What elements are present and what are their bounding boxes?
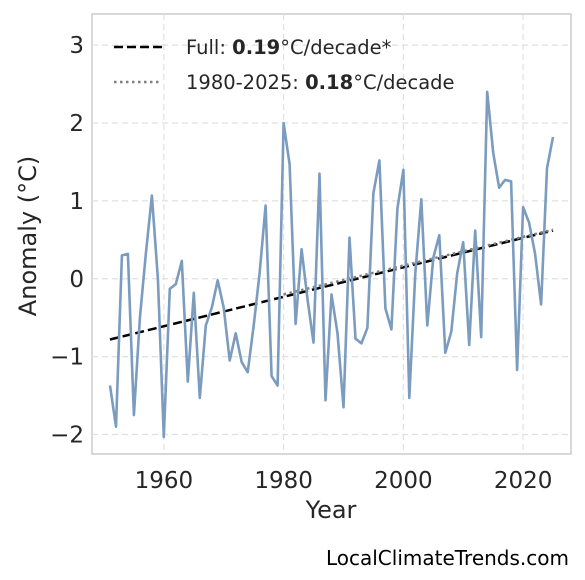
y-tick-label: 2 [69, 111, 84, 137]
y-tick-label: 1 [69, 189, 84, 215]
y-axis-label: Anomaly (°C) [14, 156, 42, 316]
x-axis-label: Year [305, 496, 357, 524]
legend-label-full: Full: 0.19°C/decade* [186, 36, 392, 59]
trend-line-recent [283, 228, 554, 296]
y-tick-label: 0 [69, 267, 84, 293]
y-tick-label: −1 [50, 345, 84, 371]
site-credit: LocalClimateTrends.com [325, 546, 569, 570]
legend-label-recent: 1980-2025: 0.18°C/decade [186, 71, 455, 94]
x-axis-ticks: 1960 1980 2000 2020 [135, 468, 553, 494]
legend-full-rate: 0.19 [232, 36, 280, 59]
legend-recent-unit: °C/decade [353, 71, 454, 94]
anomaly-line [108, 90, 555, 439]
legend-recent-rate: 0.18 [305, 71, 353, 94]
x-tick-label: 1980 [254, 468, 313, 494]
legend-full-unit: °C/decade* [280, 36, 391, 59]
trend-line-full [109, 229, 554, 341]
anomaly-series [108, 90, 555, 439]
legend-recent-name: 1980-2025 [186, 71, 292, 94]
x-tick-label: 1960 [135, 468, 194, 494]
x-tick-label: 2020 [494, 468, 553, 494]
y-axis-ticks: −2 −1 0 1 2 3 [50, 33, 84, 448]
plot-background [91, 13, 572, 455]
x-tick-label: 2000 [374, 468, 433, 494]
trend-lines [109, 228, 554, 341]
legend: Full: 0.19°C/decade* 1980-2025: 0.18°C/d… [114, 36, 455, 94]
y-tick-label: −2 [50, 423, 84, 449]
legend-full-name: Full [186, 36, 219, 59]
y-tick-label: 3 [69, 33, 84, 59]
